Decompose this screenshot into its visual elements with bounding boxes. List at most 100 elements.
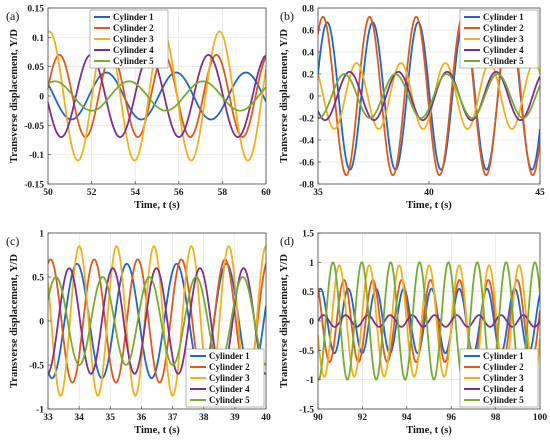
x-tick-label: 58 xyxy=(218,188,228,198)
x-tick-label: 39 xyxy=(230,413,240,423)
y-tick-label: -0.5 xyxy=(29,362,44,372)
legend-label: Cylinder 3 xyxy=(483,34,524,44)
legend-label: Cylinder 4 xyxy=(209,384,250,394)
legend-label: Cylinder 2 xyxy=(483,23,524,33)
y-tick-label: 0.05 xyxy=(27,63,44,73)
chart-panel-1: (a) 50 52 54 56 58 60 -0.15 -0.1 -0.05 0 0.05 0.1 0.1… xyxy=(6,5,271,212)
x-tick-label: 40 xyxy=(261,413,271,423)
y-axis-label: Transverse displacement, Y/D xyxy=(279,254,290,388)
chart-panel-4: (d) 90 92 94 96 98 100 -1.5 -1 -0.5 0 0.5 1 1.5 Time, … xyxy=(279,230,547,437)
y-tick-label: 0 xyxy=(309,318,314,328)
x-tick-label: 34 xyxy=(74,413,84,423)
x-tick-label: 33 xyxy=(43,413,53,423)
x-tick-label: 100 xyxy=(533,413,548,423)
x-tick-label: 98 xyxy=(491,413,501,423)
chart-panel-3: (c) 33 34 35 36 37 38 39 40 -1 -0.5 0 0.5 1 Time, t (s… xyxy=(6,230,271,437)
legend-label: Cylinder 5 xyxy=(209,395,250,405)
y-tick-label: -0.2 xyxy=(299,115,314,125)
x-tick-label: 94 xyxy=(402,413,412,423)
y-tick-label: 1 xyxy=(309,259,314,269)
legend-label: Cylinder 4 xyxy=(113,45,154,55)
y-tick-label: -0.15 xyxy=(24,181,44,191)
y-tick-label: 0.2 xyxy=(302,71,314,81)
legend-label: Cylinder 1 xyxy=(483,12,524,22)
x-axis-label: Time, t (s) xyxy=(134,200,180,211)
x-tick-label: 60 xyxy=(261,188,271,198)
x-tick-label: 40 xyxy=(424,188,434,198)
x-tick-label: 96 xyxy=(446,413,456,423)
panel-label: (b) xyxy=(280,9,294,23)
x-tick-label: 56 xyxy=(174,188,184,198)
y-tick-label: 0 xyxy=(39,93,44,103)
y-tick-label: -1.5 xyxy=(299,406,314,416)
y-tick-label: 0.4 xyxy=(302,49,314,59)
y-tick-label: 0.1 xyxy=(32,34,44,44)
x-tick-label: 45 xyxy=(535,188,545,198)
legend-label: Cylinder 3 xyxy=(113,34,154,44)
y-tick-label: 0 xyxy=(309,93,314,103)
series-line-cylinder-4 xyxy=(318,70,540,122)
legend-label: Cylinder 2 xyxy=(209,362,250,372)
legend-label: Cylinder 3 xyxy=(209,373,250,383)
y-tick-label: -0.4 xyxy=(299,137,314,147)
series-line-cylinder-3 xyxy=(48,245,266,397)
x-axis-label: Time, t (s) xyxy=(134,425,180,436)
x-tick-label: 37 xyxy=(168,413,178,423)
y-tick-label: -0.6 xyxy=(299,159,314,169)
legend-label: Cylinder 5 xyxy=(483,56,524,66)
legend-label: Cylinder 5 xyxy=(113,56,154,66)
x-tick-label: 36 xyxy=(137,413,147,423)
y-tick-label: -0.5 xyxy=(299,347,314,357)
series-line-cylinder-3 xyxy=(318,62,540,130)
y-tick-label: 0.6 xyxy=(302,27,314,37)
x-tick-label: 92 xyxy=(358,413,368,423)
x-tick-label: 35 xyxy=(313,188,323,198)
x-axis-label: Time, t (s) xyxy=(406,200,452,211)
y-tick-label: 1.5 xyxy=(302,230,314,240)
y-axis-label: Transverse displacement, Y/D xyxy=(9,29,20,163)
series-line-cylinder-5 xyxy=(48,276,266,366)
series-line-cylinder-5 xyxy=(318,73,540,119)
legend-label: Cylinder 4 xyxy=(483,384,524,394)
y-tick-label: -0.8 xyxy=(299,181,314,191)
series-line-cylinder-5 xyxy=(318,261,540,381)
chart-panel-2: (b) 35 40 45 -0.8 -0.6 -0.4 -0.2 0 0.2 0.4 0.6 0.8 Ti… xyxy=(279,5,545,212)
series-line-cylinder-5 xyxy=(48,80,266,112)
legend-label: Cylinder 5 xyxy=(483,395,524,405)
y-tick-label: 0.15 xyxy=(27,5,44,15)
series-line-cylinder-2 xyxy=(48,258,266,384)
x-tick-label: 35 xyxy=(106,413,116,423)
series-line-cylinder-4 xyxy=(48,267,266,375)
x-axis-label: Time, t (s) xyxy=(406,425,452,436)
y-tick-label: -1 xyxy=(36,406,44,416)
legend-label: Cylinder 3 xyxy=(483,373,524,383)
x-tick-label: 50 xyxy=(43,188,53,198)
legend-label: Cylinder 1 xyxy=(113,12,154,22)
panel-label: (a) xyxy=(6,9,19,23)
y-tick-label: 0.5 xyxy=(32,274,44,284)
legend-label: Cylinder 1 xyxy=(209,351,250,361)
x-tick-label: 38 xyxy=(199,413,209,423)
y-tick-label: 0.5 xyxy=(302,288,314,298)
y-tick-label: -1 xyxy=(306,376,314,386)
y-axis-label: Transverse displacement, Y/D xyxy=(279,29,290,163)
y-tick-label: 0 xyxy=(39,318,44,328)
y-tick-label: -0.05 xyxy=(24,122,44,132)
legend-label: Cylinder 1 xyxy=(483,351,524,361)
legend-label: Cylinder 2 xyxy=(113,23,154,33)
x-tick-label: 52 xyxy=(87,188,97,198)
y-tick-label: -0.1 xyxy=(29,151,44,161)
x-tick-label: 54 xyxy=(130,188,140,198)
y-axis-label: Transverse displacement, Y/D xyxy=(9,254,20,388)
x-tick-label: 90 xyxy=(313,413,323,423)
legend-label: Cylinder 2 xyxy=(483,362,524,372)
panel-label: (c) xyxy=(6,234,19,248)
y-tick-label: 0.8 xyxy=(302,5,314,15)
panel-label: (d) xyxy=(280,234,294,248)
legend-label: Cylinder 4 xyxy=(483,45,524,55)
